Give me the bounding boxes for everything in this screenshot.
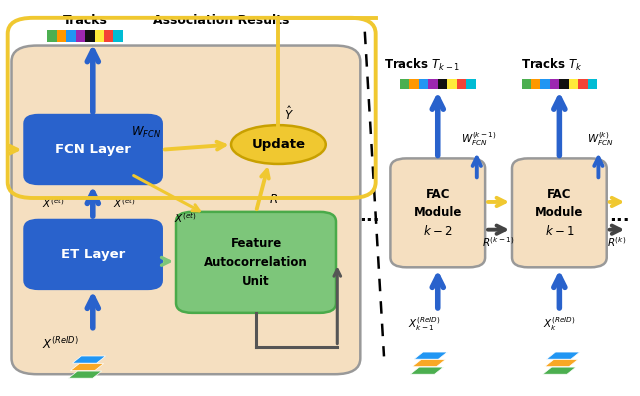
Polygon shape — [70, 364, 104, 371]
Bar — [447, 79, 457, 89]
Bar — [522, 79, 531, 89]
Text: FCN Layer: FCN Layer — [55, 143, 131, 156]
Polygon shape — [72, 356, 106, 363]
Polygon shape — [547, 352, 580, 359]
Bar — [104, 30, 113, 42]
Bar — [466, 79, 476, 89]
Text: $W_{FCN}$: $W_{FCN}$ — [131, 125, 161, 140]
Text: $W_{FCN}^{(k-1)}$: $W_{FCN}^{(k-1)}$ — [461, 131, 497, 148]
Text: $\hat{Y}$: $\hat{Y}$ — [284, 105, 294, 123]
Text: Tracks: Tracks — [63, 14, 108, 27]
Bar — [85, 30, 95, 42]
Text: $R^{(k-1)}$: $R^{(k-1)}$ — [481, 235, 515, 249]
Text: $X_k^{(ReID)}$: $X_k^{(ReID)}$ — [543, 315, 575, 333]
Text: $R$: $R$ — [269, 193, 278, 206]
Text: $X^{(et)}$: $X^{(et)}$ — [113, 196, 136, 210]
Bar — [57, 30, 67, 42]
Bar — [67, 30, 76, 42]
Bar — [419, 79, 428, 89]
Text: Tracks $T_k$: Tracks $T_k$ — [521, 57, 582, 73]
FancyBboxPatch shape — [12, 46, 360, 374]
Bar — [569, 79, 579, 89]
Bar — [47, 30, 57, 42]
Text: $X^{(ReID)}$: $X^{(ReID)}$ — [42, 336, 79, 352]
Text: $X^{(et)}$: $X^{(et)}$ — [42, 196, 65, 210]
Text: $R^{(k)}$: $R^{(k)}$ — [607, 235, 626, 249]
Bar — [410, 79, 419, 89]
Text: $X_{k-1}^{(ReID)}$: $X_{k-1}^{(ReID)}$ — [408, 315, 440, 333]
Bar — [76, 30, 85, 42]
Polygon shape — [410, 367, 444, 374]
Bar — [438, 79, 447, 89]
Ellipse shape — [231, 125, 326, 164]
FancyBboxPatch shape — [24, 115, 162, 184]
FancyBboxPatch shape — [390, 158, 485, 267]
Bar — [540, 79, 550, 89]
Bar — [113, 30, 123, 42]
Text: ...: ... — [360, 207, 380, 225]
Bar — [579, 79, 588, 89]
Polygon shape — [412, 360, 445, 367]
FancyBboxPatch shape — [512, 158, 607, 267]
Text: Tracks $T_{k-1}$: Tracks $T_{k-1}$ — [385, 57, 460, 73]
Bar — [457, 79, 466, 89]
Text: $W_{FCN}^{(k)}$: $W_{FCN}^{(k)}$ — [587, 131, 614, 148]
Text: $X^{(et)}$: $X^{(et)}$ — [174, 211, 196, 225]
Bar — [400, 79, 410, 89]
Text: FAC
Module
$k-2$: FAC Module $k-2$ — [413, 188, 462, 238]
Text: Feature
Autocorrelation
Unit: Feature Autocorrelation Unit — [204, 237, 308, 287]
Text: Update: Update — [252, 138, 305, 151]
Bar — [95, 30, 104, 42]
Polygon shape — [414, 352, 447, 359]
Bar — [550, 79, 559, 89]
FancyBboxPatch shape — [24, 220, 162, 289]
Bar — [559, 79, 569, 89]
FancyBboxPatch shape — [176, 212, 336, 313]
Text: ...: ... — [609, 207, 630, 225]
Polygon shape — [543, 367, 576, 374]
Polygon shape — [68, 371, 102, 378]
Text: Association Results: Association Results — [152, 14, 289, 27]
Bar — [588, 79, 597, 89]
Bar — [531, 79, 540, 89]
Bar — [428, 79, 438, 89]
Text: ET Layer: ET Layer — [61, 248, 125, 261]
Text: FAC
Module
$k-1$: FAC Module $k-1$ — [535, 188, 584, 238]
Polygon shape — [545, 360, 578, 367]
